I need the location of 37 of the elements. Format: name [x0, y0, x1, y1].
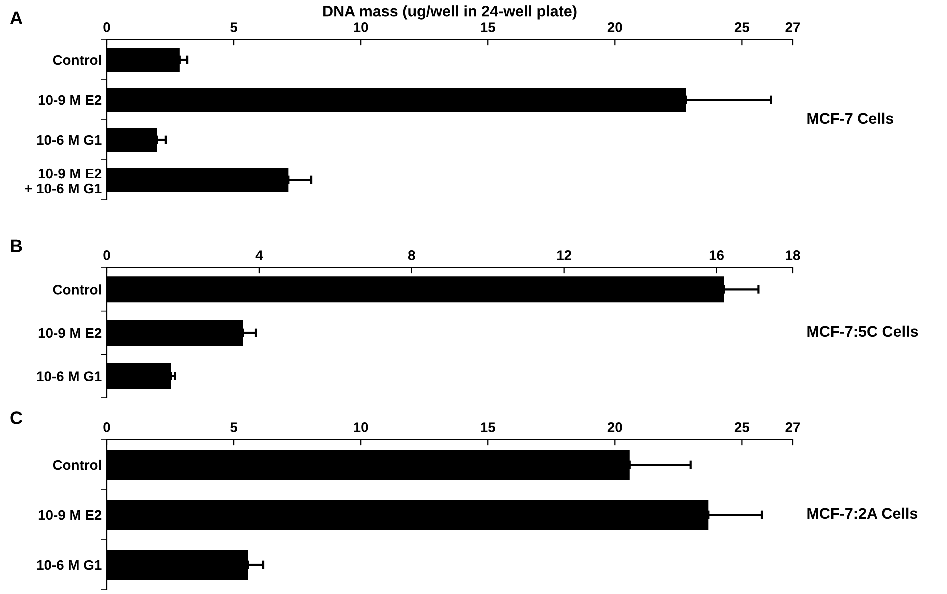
x-tick-label: 4: [256, 250, 264, 260]
x-tick-label: 27: [786, 422, 800, 432]
y-tick-label: 10-6 M G1: [37, 135, 102, 146]
x-tick-label: 16: [710, 250, 724, 260]
text: MCF-7:2A Cells: [808, 508, 918, 520]
x-tick-label: 20: [608, 422, 622, 432]
x-tick-label: 5: [230, 422, 238, 432]
text: MCF-7 Cells: [808, 112, 894, 124]
x-tick-label: 15: [481, 22, 496, 32]
chart-title: B: [11, 240, 22, 252]
y-tick-label: 10-9 M E2: [38, 510, 102, 520]
y-tick-label: Control: [53, 284, 102, 295]
y-tick-label: 10-6 M G1: [37, 560, 102, 570]
x-tick-label: 8: [408, 250, 416, 260]
x-tick-label: 15: [481, 422, 496, 432]
x-tick-label: 25: [734, 422, 750, 432]
y-tick-label: Control: [53, 54, 102, 66]
x-tick-label: 20: [608, 22, 622, 32]
y-tick-label: 10-9 M E2 + 10-6 M G1: [25, 168, 102, 194]
x-tick-label: 12: [557, 250, 572, 260]
x-tick-label: 27: [786, 22, 800, 32]
x-axis-title: DNA mass (ug/well in 24-well plate): [324, 6, 577, 20]
chart-title: A: [10, 12, 23, 24]
x-tick-label: 0: [104, 250, 110, 260]
chart-title: C: [10, 412, 23, 424]
x-tick-label: 5: [230, 22, 238, 32]
x-tick-label: 0: [104, 22, 110, 32]
y-tick-label: Control: [53, 460, 102, 470]
x-tick-label: 10: [354, 422, 368, 432]
y-tick-label: 10-9 M E2: [38, 95, 102, 106]
text: MCF-7:5C Cells: [808, 326, 918, 338]
y-tick-label: 10-9 M E2: [38, 328, 102, 338]
x-tick-label: 18: [786, 250, 800, 260]
x-tick-label: 0: [104, 422, 110, 432]
x-tick-label: 25: [734, 22, 750, 32]
x-tick-label: 10: [354, 22, 368, 32]
y-tick-label: 10-6 M G1: [37, 372, 102, 382]
